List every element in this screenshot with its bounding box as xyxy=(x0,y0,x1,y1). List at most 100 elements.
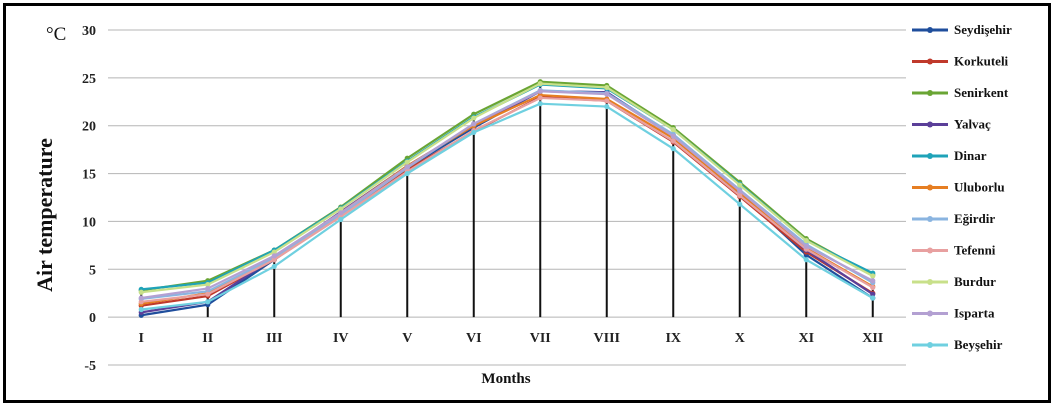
x-tick-label: IV xyxy=(333,331,349,346)
legend: Seydişehir Korkuteli Senirkent Yalvaç Dinar U… xyxy=(912,22,1012,352)
data-point xyxy=(737,182,743,188)
legend-item: Beyşehir xyxy=(912,337,1003,352)
data-point xyxy=(537,81,543,87)
data-point xyxy=(870,273,876,279)
data-point xyxy=(604,91,610,97)
y-axis-label: Air temperature xyxy=(32,138,57,292)
legend-item: Uluborlu xyxy=(912,180,1005,195)
data-point xyxy=(604,84,610,91)
legend-item: Eğirdir xyxy=(912,211,995,226)
data-point xyxy=(870,284,876,291)
legend-item: Burdur xyxy=(912,274,996,289)
legend-item: Seydişehir xyxy=(912,22,1012,37)
legend-item: Yalvaç xyxy=(912,117,991,132)
data-point xyxy=(404,170,410,177)
data-point xyxy=(537,95,543,101)
data-point xyxy=(870,278,876,284)
series-lines xyxy=(138,79,876,318)
legend-label: Korkuteli xyxy=(954,54,1009,69)
x-tick-label: VIII xyxy=(594,331,620,346)
legend-marker xyxy=(927,184,933,191)
data-point xyxy=(205,282,211,288)
data-point xyxy=(471,129,477,136)
data-point xyxy=(537,88,543,94)
legend-marker xyxy=(927,58,933,65)
data-point xyxy=(138,306,144,313)
legend-label: Beyşehir xyxy=(954,337,1003,352)
legend-marker xyxy=(927,310,933,317)
legend-item: Dinar xyxy=(912,148,987,163)
data-point xyxy=(604,98,610,104)
legend-item: Korkuteli xyxy=(912,54,1009,69)
x-tick-label: V xyxy=(402,331,412,346)
x-tick-label: VII xyxy=(530,331,551,346)
series-group xyxy=(138,95,876,305)
data-point xyxy=(604,103,610,110)
data-point xyxy=(870,295,876,301)
legend-marker xyxy=(927,342,933,348)
x-tick-label: VI xyxy=(466,331,482,346)
y-tick-label: 15 xyxy=(82,168,96,183)
data-point xyxy=(803,243,809,249)
data-point xyxy=(670,138,676,144)
y-tick-label: 5 xyxy=(89,263,96,278)
data-point xyxy=(803,257,809,263)
data-point xyxy=(537,101,543,107)
chart-frame xyxy=(3,3,1051,403)
legend-item: Isparta xyxy=(912,306,995,321)
data-point xyxy=(338,206,344,212)
legend-label: Tefenni xyxy=(954,243,996,258)
legend-item: Tefenni xyxy=(912,243,996,258)
data-point xyxy=(205,291,211,297)
data-point xyxy=(205,285,211,292)
y-tick-label: 10 xyxy=(82,215,96,230)
x-tick-labels: I II III IV V VI VII VIII IX X XI XII xyxy=(139,331,884,346)
data-point xyxy=(670,146,676,152)
data-point xyxy=(271,253,277,259)
legend-label: Yalvaç xyxy=(954,117,991,132)
x-tick-label: III xyxy=(266,331,282,346)
data-point xyxy=(404,159,410,165)
y-tick-label: 25 xyxy=(82,72,96,87)
legend-marker xyxy=(927,121,933,128)
data-point xyxy=(803,237,809,244)
data-point xyxy=(271,263,277,270)
series-line xyxy=(141,102,874,311)
series-line xyxy=(141,90,874,300)
legend-label: Uluborlu xyxy=(954,180,1005,195)
data-point xyxy=(737,192,743,199)
data-point xyxy=(138,299,144,305)
y-tick-labels: -5 0 5 10 15 20 25 30 xyxy=(82,24,96,374)
legend-label: Seydişehir xyxy=(954,22,1012,37)
data-point xyxy=(338,210,344,216)
data-point xyxy=(737,201,743,207)
y-tick-label: 20 xyxy=(82,120,96,135)
y-tick-label: 0 xyxy=(89,311,96,326)
data-point xyxy=(404,164,410,170)
legend-marker xyxy=(927,27,933,33)
data-point xyxy=(670,133,676,139)
legend-label: Eğirdir xyxy=(954,211,995,226)
legend-label: Dinar xyxy=(954,148,987,163)
x-tick-label: XI xyxy=(798,331,814,346)
data-point xyxy=(138,289,144,295)
legend-item: Senirkent xyxy=(912,85,1009,100)
x-tick-label: I xyxy=(139,331,144,346)
legend-marker xyxy=(927,279,933,285)
x-tick-label: XII xyxy=(862,331,883,346)
series-group xyxy=(138,81,876,295)
data-point xyxy=(205,299,211,305)
legend-marker xyxy=(927,216,933,222)
data-point xyxy=(271,249,277,255)
series-group xyxy=(138,88,876,301)
x-tick-label: II xyxy=(202,331,213,346)
series-line xyxy=(141,96,874,303)
data-point xyxy=(271,257,277,263)
legend-marker xyxy=(927,247,933,254)
data-point xyxy=(737,188,743,194)
data-point xyxy=(670,126,676,133)
y-tick-label: -5 xyxy=(84,359,96,374)
legend-marker xyxy=(927,153,933,159)
x-tick-label: IX xyxy=(665,331,681,346)
